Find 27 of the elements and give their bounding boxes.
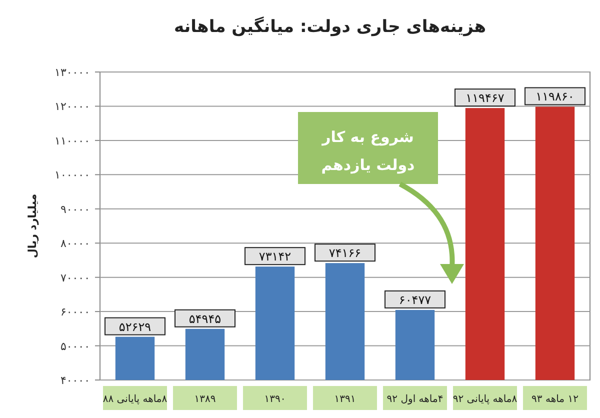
data-label: ۵۲۶۲۹: [118, 320, 152, 334]
y-tick-label: ۷۰۰۰۰: [60, 271, 90, 284]
x-tick-label: ۸ماهه پایانی ۸۸: [102, 394, 168, 405]
data-label: ۵۴۹۴۵: [188, 312, 222, 326]
data-label: ۶۰۴۷۷: [398, 292, 432, 307]
y-tick-label: ۱۲۰۰۰۰: [54, 100, 90, 114]
data-label: ۷۳۱۴۲: [258, 250, 292, 264]
x-tick-label: ۱۲ ماهه ۹۳: [532, 394, 578, 405]
data-label: ۱۱۹۴۶۷: [466, 91, 505, 106]
y-tick-label: ۱۰۰۰۰۰: [54, 168, 90, 182]
y-tick-label: ۱۱۰۰۰۰: [54, 134, 90, 148]
y-tick-label: ۹۰۰۰۰: [60, 202, 90, 216]
x-tick-label: ۱۳۹۱: [334, 394, 356, 405]
data-label: ۱۱۹۸۶۰: [536, 90, 574, 104]
y-tick-label: ۶۰۰۰۰: [60, 306, 90, 319]
x-tick-label: ۱۳۹۰: [264, 394, 286, 405]
y-tick-label: ۵۰۰۰۰: [60, 340, 90, 353]
data-label: ۷۴۱۶۶: [328, 246, 362, 260]
y-tick-label: ۱۳۰۰۰۰: [54, 66, 90, 79]
x-tick-label: ۱۳۸۹: [194, 394, 216, 405]
y-tick-label: ۸۰۰۰۰: [60, 237, 90, 250]
annotation: شروع به کار دولت یازدهم: [321, 128, 416, 174]
x-tick-label: ۴ماهه اول ۹۲: [386, 394, 444, 405]
y-tick-label: ۴۰۰۰۰: [60, 374, 90, 387]
x-tick-label: ۸ماهه پایانی ۹۲: [452, 394, 518, 405]
y-axis-title: میلیارد ریال: [26, 194, 39, 258]
chart-title: هزینه‌های جاری دولت: میانگین ماهانه: [174, 16, 486, 37]
